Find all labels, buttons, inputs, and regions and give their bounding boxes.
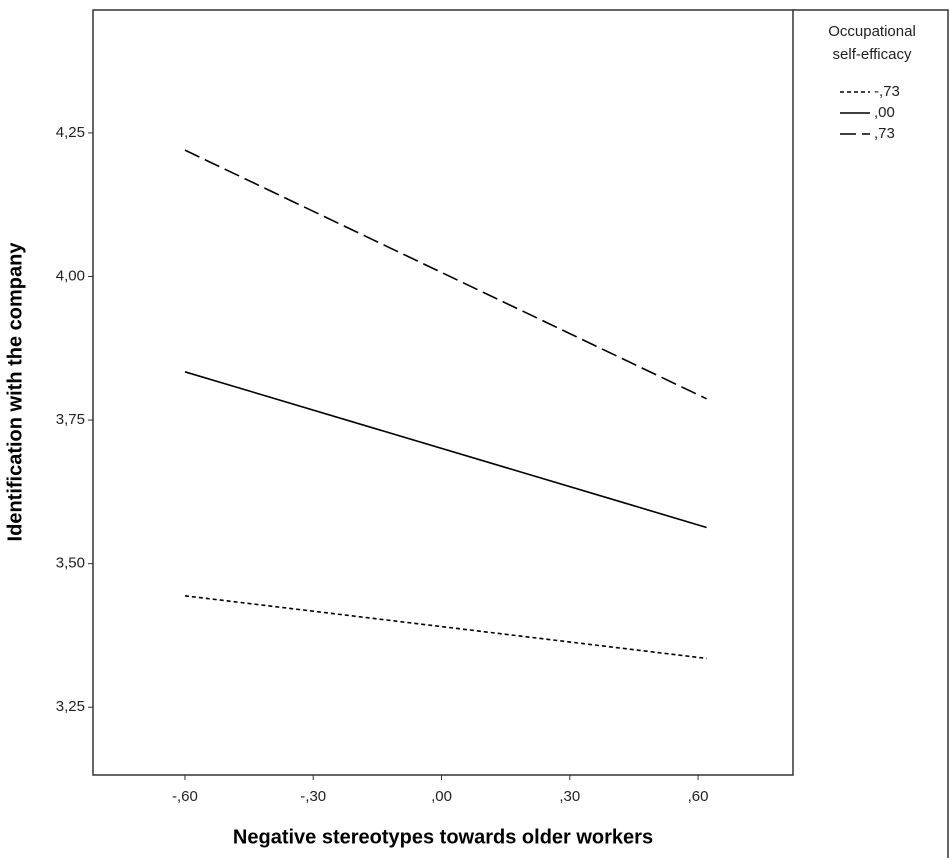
- x-tick-label: ,30: [559, 788, 580, 805]
- plot-frame: [92, 9, 794, 776]
- legend-title: Occupational: [828, 23, 916, 40]
- legend-title: self-efficacy: [833, 46, 912, 63]
- legend-label: ,73: [874, 125, 895, 142]
- legend-label: -,73: [874, 83, 900, 100]
- y-tick-label: 4,25: [56, 124, 85, 141]
- x-tick-label: ,60: [688, 788, 709, 805]
- x-tick-label: -,30: [300, 788, 326, 805]
- series-line: [184, 595, 707, 660]
- x-tick-label: ,00: [431, 788, 452, 805]
- legend-label: ,00: [874, 104, 895, 121]
- outer-frame: [793, 9, 949, 858]
- y-axis-title: Identification with the company: [4, 242, 26, 542]
- series-line: [184, 371, 707, 529]
- y-tick-label: 3,50: [56, 555, 85, 572]
- x-tick-label: -,60: [172, 788, 198, 805]
- series-line: [184, 149, 707, 400]
- y-tick-label: 4,00: [56, 267, 85, 284]
- y-tick-label: 3,75: [56, 411, 85, 428]
- x-axis-title: Negative stereotypes towards older worke…: [233, 826, 653, 848]
- y-tick-label: 3,25: [56, 698, 85, 715]
